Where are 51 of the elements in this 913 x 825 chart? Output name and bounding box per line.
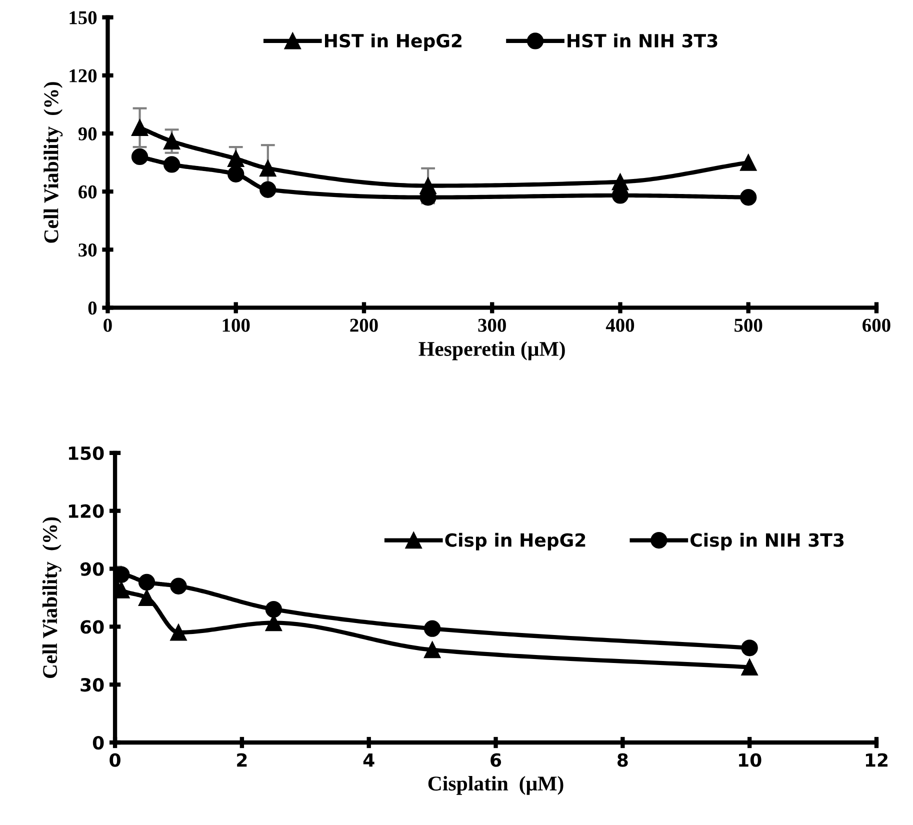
x-tick-label: 4 [363, 753, 374, 767]
point [260, 181, 276, 198]
point [170, 624, 187, 641]
x-axis-title: Hesperetin (μM) [418, 341, 565, 360]
y-tick-label: 60 [80, 620, 104, 634]
y-tick-label: 0 [88, 302, 97, 315]
point [741, 658, 758, 676]
y-tick-label: 120 [68, 504, 104, 518]
legend-label: HST in HepG2 [324, 34, 462, 52]
x-tick-label: 8 [617, 753, 628, 767]
x-tick-label: 2 [237, 753, 247, 767]
point [138, 574, 156, 591]
point [741, 640, 758, 656]
x-tick-label: 400 [606, 318, 634, 332]
x-tick-label: 0 [110, 753, 120, 767]
point [131, 119, 148, 136]
y-axis-title: Cell Viability (%) [44, 82, 63, 243]
x-tick-label: 12 [866, 753, 888, 767]
point [131, 148, 148, 166]
legend-label: HST in NIH 3T3 [568, 34, 718, 48]
y-tick-label: 30 [80, 678, 104, 692]
y-axis-title: Cell Viability (%) [42, 517, 62, 678]
x-tick-label: 100 [222, 318, 250, 332]
y-tick-label: 0 [92, 736, 104, 750]
x-axis-title: Cisplatin (μM) [428, 776, 564, 795]
point [265, 600, 282, 618]
point [740, 189, 757, 206]
y-tick-label: 150 [68, 446, 104, 460]
x-tick-label: 6 [490, 753, 502, 767]
x-tick-label: 500 [734, 318, 762, 332]
x-tick-label: 600 [862, 318, 890, 332]
y-tick-label: 150 [70, 11, 97, 24]
point [163, 132, 180, 150]
point [260, 160, 276, 177]
legend-label: Cisp in HepG2 [445, 532, 586, 550]
y-tick-label: 60 [78, 185, 97, 199]
point [170, 578, 187, 594]
legend-label: Cisp in NIH 3T3 [690, 532, 844, 550]
y-tick-label: 30 [78, 243, 97, 257]
y-tick-label: 120 [70, 69, 97, 82]
point [740, 154, 757, 171]
point [228, 150, 244, 167]
point [163, 156, 180, 173]
x-tick-label: 200 [350, 318, 378, 332]
point [228, 166, 244, 182]
y-tick-label: 90 [78, 127, 97, 140]
point [424, 620, 441, 637]
y-tick-label: 90 [80, 562, 104, 576]
point [424, 642, 441, 658]
x-tick-label: 10 [739, 753, 762, 767]
x-tick-label: 300 [478, 318, 506, 332]
